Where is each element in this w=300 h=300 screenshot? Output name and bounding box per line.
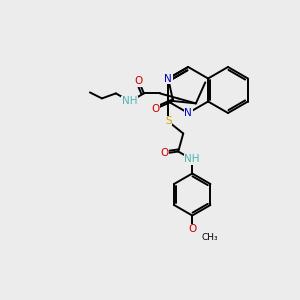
Text: NH: NH [184, 154, 200, 164]
Text: O: O [135, 76, 143, 86]
Text: O: O [188, 224, 196, 235]
Text: O: O [160, 148, 168, 158]
Text: N: N [184, 108, 192, 118]
Text: O: O [151, 104, 159, 114]
Text: N: N [164, 74, 172, 83]
Text: S: S [165, 116, 172, 127]
Text: N: N [164, 74, 172, 83]
Text: NH: NH [122, 96, 138, 106]
Text: CH₃: CH₃ [201, 233, 218, 242]
